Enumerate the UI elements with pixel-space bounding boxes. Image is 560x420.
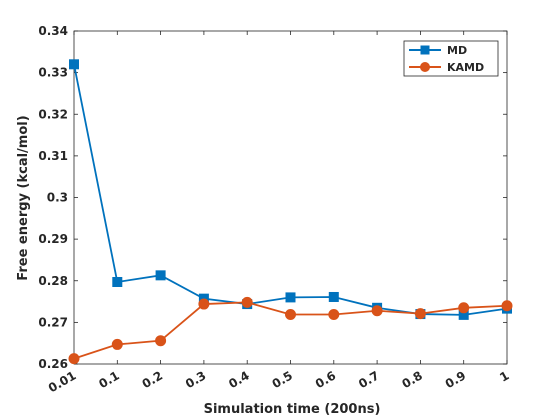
y-tick-label: 0.33: [38, 66, 68, 80]
legend-label: KAMD: [447, 61, 484, 74]
x-tick-label: 0.8: [399, 368, 424, 391]
x-tick-label: 0.4: [226, 368, 251, 391]
x-tick-label: 0.5: [270, 368, 295, 391]
data-point-circle: [329, 309, 339, 319]
data-point-square: [329, 292, 338, 301]
y-tick-label: 0.26: [38, 357, 68, 371]
data-point-square: [156, 271, 165, 280]
y-tick-label: 0.3: [47, 191, 68, 205]
x-tick-label: 0.1: [96, 368, 121, 391]
data-point-circle: [502, 301, 512, 311]
data-point-circle: [242, 297, 252, 307]
x-tick-label: 0.01: [46, 368, 79, 395]
data-point-circle: [415, 309, 425, 319]
y-tick-label: 0.29: [38, 232, 68, 246]
data-point-square: [113, 277, 122, 286]
y-tick-label: 0.34: [38, 24, 68, 38]
axes-layer: 0.260.270.280.290.30.310.320.330.340.01 0…: [38, 24, 511, 395]
data-point-circle: [112, 339, 122, 349]
legend: MD KAMD: [404, 41, 498, 76]
data-point-circle: [69, 354, 79, 364]
data-point-circle: [372, 306, 382, 316]
data-point-square: [286, 293, 295, 302]
x-tick-label: 0.2: [140, 368, 165, 391]
series-line-md: [74, 64, 507, 315]
x-tick-label: 0.9: [443, 368, 468, 391]
series-kamd: [69, 297, 512, 363]
legend-label: MD: [447, 44, 467, 57]
y-tick-label: 0.27: [38, 315, 68, 329]
x-axis-title: Simulation time (200ns): [204, 402, 381, 417]
y-tick-label: 0.28: [38, 274, 68, 288]
data-point-square: [70, 60, 79, 69]
series-layer: [69, 60, 512, 364]
x-tick-label: 0.7: [356, 368, 381, 391]
legend-marker-circle: [420, 62, 430, 72]
x-tick-label: 1: [497, 368, 511, 384]
data-point-circle: [199, 299, 209, 309]
x-tick-label: 0.6: [313, 368, 338, 391]
y-tick-label: 0.31: [38, 149, 68, 163]
x-tick-label: 0.3: [183, 368, 208, 391]
data-point-circle: [459, 303, 469, 313]
data-point-circle: [156, 336, 166, 346]
y-axis-title: Free energy (kcal/mol): [16, 115, 31, 280]
series-md: [70, 60, 512, 320]
y-tick-label: 0.32: [38, 107, 68, 121]
legend-marker-square: [421, 46, 430, 55]
data-point-circle: [286, 309, 296, 319]
